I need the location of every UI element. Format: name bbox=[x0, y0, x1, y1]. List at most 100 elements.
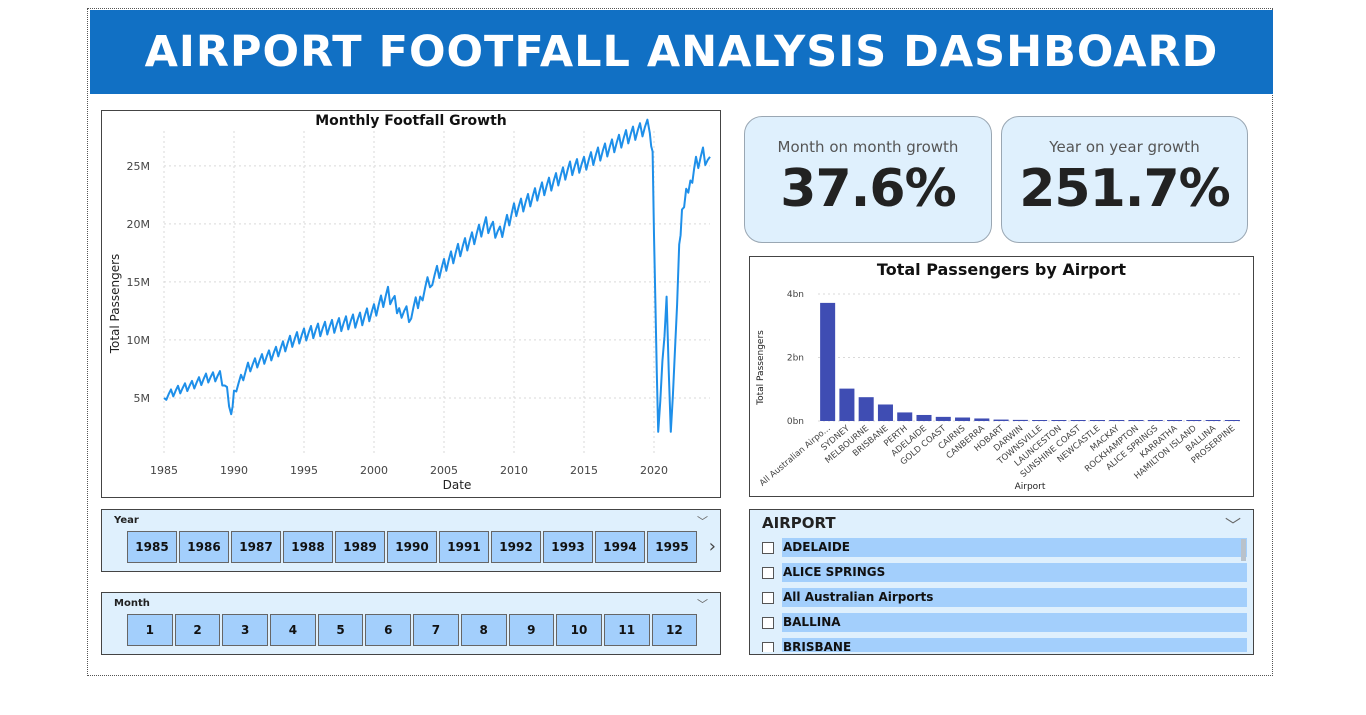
month-tile[interactable]: 2 bbox=[174, 614, 221, 646]
month-tile[interactable]: 10 bbox=[556, 614, 602, 646]
checkbox[interactable] bbox=[762, 616, 774, 629]
kpi-yoy-label: Year on year growth bbox=[1049, 138, 1200, 156]
x-tick-label: 2000 bbox=[360, 464, 388, 477]
bar[interactable] bbox=[974, 418, 990, 421]
x-axis-label: Date bbox=[443, 478, 472, 492]
year-tile[interactable]: 1993 bbox=[543, 531, 593, 563]
bar[interactable] bbox=[877, 404, 893, 421]
bar[interactable] bbox=[839, 388, 855, 421]
airport-list-item[interactable]: ALICE SPRINGS bbox=[762, 563, 1247, 582]
dashboard-banner: AIRPORT FOOTFALL ANALYSIS DASHBOARD bbox=[90, 10, 1273, 94]
year-tile[interactable]: 1986 bbox=[179, 531, 229, 563]
x-axis-label: Airport bbox=[1015, 482, 1046, 492]
checkbox[interactable] bbox=[762, 566, 774, 579]
bar[interactable] bbox=[1128, 420, 1144, 421]
bar[interactable] bbox=[916, 414, 932, 421]
airport-item-label: All Australian Airports bbox=[782, 588, 1247, 607]
airport-slicer: AIRPORT ﹀ ADELAIDE ALICE SPRINGS All Austr… bbox=[749, 509, 1254, 655]
airport-list: ADELAIDE ALICE SPRINGS All Australian Airp… bbox=[762, 538, 1247, 652]
airport-item-label: ADELAIDE bbox=[782, 538, 1247, 557]
year-tile[interactable]: 1987 bbox=[231, 531, 281, 563]
year-tile[interactable]: 1985 bbox=[127, 531, 177, 563]
bar-chart-title: Total Passengers by Airport bbox=[876, 260, 1127, 279]
airport-list-item[interactable]: BALLINA bbox=[762, 613, 1247, 632]
x-tick-label: 1990 bbox=[220, 464, 248, 477]
month-tile[interactable]: 7 bbox=[413, 614, 459, 646]
bar[interactable] bbox=[820, 302, 836, 421]
line-chart-title: Monthly Footfall Growth bbox=[315, 113, 507, 129]
airport-slicer-title: AIRPORT bbox=[762, 514, 836, 532]
y-tick-label: 10M bbox=[127, 334, 151, 347]
airport-item-label: BRISBANE bbox=[782, 638, 1247, 652]
dashboard-title: AIRPORT FOOTFALL ANALYSIS DASHBOARD bbox=[144, 27, 1219, 77]
airport-list-item[interactable]: All Australian Airports bbox=[762, 588, 1247, 607]
month-tile[interactable]: 1 bbox=[127, 614, 173, 646]
bar[interactable] bbox=[1070, 420, 1086, 421]
month-tile[interactable]: 3 bbox=[222, 614, 269, 646]
chevron-down-icon[interactable]: ﹀ bbox=[1224, 516, 1241, 535]
year-slicer: Year ﹀ 1985 1986 1987 1988 1989 1990 1991 1992 1… bbox=[101, 509, 721, 572]
bar[interactable] bbox=[1109, 420, 1125, 421]
year-tile[interactable]: 1991 bbox=[439, 531, 489, 563]
report-canvas bbox=[87, 8, 1273, 676]
chevron-down-icon[interactable]: ﹀ bbox=[697, 598, 708, 611]
bar[interactable] bbox=[1032, 420, 1048, 421]
bar[interactable] bbox=[1051, 420, 1067, 421]
x-tick-label: 1985 bbox=[150, 464, 178, 477]
bar[interactable] bbox=[1147, 420, 1163, 421]
year-tile[interactable]: 1988 bbox=[283, 531, 333, 563]
year-tile[interactable]: 1995 bbox=[647, 531, 697, 563]
y-axis-label: Total Passengers bbox=[108, 254, 122, 355]
y-tick-label: 20M bbox=[127, 218, 151, 231]
checkbox[interactable] bbox=[762, 641, 774, 652]
y-tick-label: 15M bbox=[127, 276, 151, 289]
airport-list-item[interactable]: ADELAIDE bbox=[762, 538, 1247, 557]
checkbox[interactable] bbox=[762, 591, 774, 604]
bar[interactable] bbox=[1089, 420, 1105, 421]
scrollbar-thumb[interactable] bbox=[1241, 539, 1246, 561]
bar[interactable] bbox=[1012, 419, 1028, 421]
y-tick-label: 5M bbox=[134, 392, 151, 405]
month-tile[interactable]: 11 bbox=[603, 614, 650, 646]
year-tile[interactable]: 1990 bbox=[387, 531, 437, 563]
footfall-series-line[interactable] bbox=[163, 118, 711, 433]
bar[interactable] bbox=[1167, 420, 1183, 421]
month-tile[interactable]: 4 bbox=[270, 614, 316, 646]
monthly-footfall-chart[interactable]: Monthly Footfall Growth 5M 10M 15M 20M 25M 19… bbox=[101, 110, 721, 498]
x-tick-label: 2005 bbox=[430, 464, 458, 477]
bar[interactable] bbox=[935, 416, 951, 421]
kpi-mom-label: Month on month growth bbox=[777, 138, 959, 156]
chevron-right-icon[interactable]: › bbox=[708, 536, 716, 557]
x-tick-label: All Australian Airpo... bbox=[758, 424, 833, 489]
checkbox[interactable] bbox=[762, 541, 774, 554]
month-slicer-title: Month bbox=[114, 598, 150, 609]
y-tick-label: 2bn bbox=[787, 354, 804, 364]
airport-list-item[interactable]: BRISBANE bbox=[762, 638, 1247, 652]
y-tick-label: 4bn bbox=[787, 290, 804, 300]
kpi-mom-value: 37.6% bbox=[780, 159, 956, 219]
line-chart-svg: 5M 10M 15M 20M 25M 1985 1990 1995 2000 2005 2010 20… bbox=[108, 118, 711, 492]
month-tile[interactable]: 8 bbox=[460, 614, 507, 646]
kpi-card-yoy: Year on year growth 251.7% bbox=[1001, 116, 1248, 243]
month-tile[interactable]: 12 bbox=[651, 614, 698, 646]
bar[interactable] bbox=[1224, 420, 1240, 421]
month-tiles: 1 2 3 4 5 6 7 8 9 10 11 12 bbox=[127, 614, 699, 646]
x-tick-label: 1995 bbox=[290, 464, 318, 477]
chevron-down-icon[interactable]: ﹀ bbox=[697, 515, 708, 528]
month-tile[interactable]: 5 bbox=[317, 614, 364, 646]
bar-chart-svg: 0bn 2bn 4bn Total Passengers Airport All Aust… bbox=[756, 290, 1242, 492]
month-tile[interactable]: 9 bbox=[508, 614, 555, 646]
year-tile[interactable]: 1994 bbox=[595, 531, 645, 563]
month-tile[interactable]: 6 bbox=[365, 614, 412, 646]
year-tile[interactable]: 1989 bbox=[335, 531, 385, 563]
bar[interactable] bbox=[897, 412, 913, 421]
bar[interactable] bbox=[993, 419, 1009, 421]
bar[interactable] bbox=[955, 417, 971, 421]
bar[interactable] bbox=[858, 397, 874, 421]
passengers-by-airport-chart[interactable]: Total Passengers by Airport 0bn 2bn 4bn Tot… bbox=[749, 256, 1254, 497]
x-tick-label: 2020 bbox=[640, 464, 668, 477]
bar[interactable] bbox=[1186, 420, 1202, 421]
year-tile[interactable]: 1992 bbox=[491, 531, 541, 563]
bar[interactable] bbox=[1205, 420, 1221, 421]
kpi-yoy-value: 251.7% bbox=[1019, 159, 1231, 219]
